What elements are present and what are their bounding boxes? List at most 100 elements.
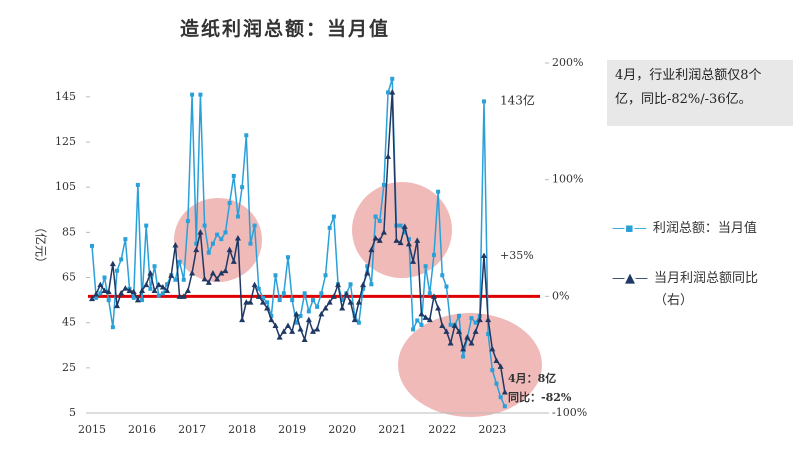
- marker: [418, 310, 425, 317]
- marker: [247, 299, 254, 305]
- marker: [386, 90, 391, 95]
- marker: [231, 173, 236, 178]
- marker: [455, 328, 462, 334]
- marker: [397, 239, 404, 246]
- y-tick-label: 25: [62, 361, 76, 374]
- marker: [215, 232, 220, 237]
- marker: [494, 381, 499, 386]
- marker: [152, 264, 157, 269]
- marker: [440, 273, 445, 278]
- marker: [147, 270, 154, 276]
- legend-label: 利润总额：当月值: [652, 221, 757, 236]
- marker: [426, 316, 433, 323]
- marker: [411, 327, 416, 332]
- highlight: [352, 182, 452, 278]
- marker: [277, 298, 282, 303]
- marker: [311, 298, 316, 303]
- marker: [248, 241, 253, 246]
- marker: [210, 241, 215, 246]
- marker: [114, 302, 121, 309]
- marker: [109, 260, 116, 267]
- marker: [473, 320, 478, 325]
- marker: [90, 243, 94, 248]
- marker: [373, 214, 378, 219]
- marker: [123, 237, 128, 242]
- marker: [197, 229, 204, 235]
- marker: [131, 295, 136, 300]
- marker: [501, 389, 508, 395]
- marker: [260, 295, 265, 300]
- marker: [486, 331, 491, 336]
- marker: [172, 242, 179, 248]
- marker: [493, 357, 500, 363]
- marker: [348, 282, 353, 287]
- marker: [306, 309, 311, 314]
- marker: [118, 289, 125, 296]
- marker: [181, 277, 186, 282]
- marker: [469, 316, 474, 321]
- marker: [259, 299, 266, 305]
- marker: [156, 293, 161, 298]
- legend-key: —▲—: [612, 271, 648, 286]
- marker: [305, 316, 312, 323]
- highlight: [398, 313, 542, 417]
- marker: [368, 246, 375, 253]
- marker: [430, 293, 437, 299]
- marker: [176, 293, 183, 299]
- marker: [209, 270, 216, 276]
- marker: [447, 340, 454, 346]
- marker: [264, 305, 271, 311]
- marker: [435, 305, 442, 311]
- marker: [110, 325, 115, 330]
- marker: [94, 295, 99, 300]
- marker: [489, 345, 496, 352]
- marker: [439, 322, 446, 328]
- marker: [376, 237, 383, 243]
- marker: [230, 258, 237, 264]
- marker: [268, 316, 275, 323]
- marker: [322, 305, 329, 311]
- marker: [126, 287, 133, 293]
- marker: [255, 293, 262, 299]
- marker: [144, 223, 149, 228]
- marker: [352, 313, 357, 318]
- y2-tick-label: -100%: [552, 406, 587, 419]
- marker: [140, 298, 145, 303]
- marker: [101, 287, 108, 293]
- y-axis-label: （亿元）: [34, 221, 49, 269]
- marker: [456, 313, 461, 318]
- x-tick-label: 2016: [128, 423, 156, 436]
- marker: [214, 275, 221, 282]
- marker: [314, 326, 321, 332]
- marker: [98, 291, 103, 296]
- legend-item: —▲— 当月利润总额同比（右）: [612, 268, 792, 312]
- marker: [476, 316, 483, 323]
- marker: [451, 322, 458, 328]
- marker: [194, 241, 199, 246]
- marker: [423, 264, 428, 269]
- marker: [468, 340, 475, 346]
- y-tick-label: 45: [62, 316, 76, 329]
- marker: [360, 281, 367, 288]
- marker: [239, 316, 246, 323]
- marker: [240, 185, 245, 190]
- x-tick-label: 2022: [428, 423, 456, 436]
- marker: [168, 272, 175, 278]
- marker: [297, 326, 304, 332]
- marker: [422, 314, 429, 320]
- marker: [119, 257, 124, 262]
- marker: [173, 277, 178, 282]
- marker: [284, 322, 291, 328]
- marker: [461, 354, 466, 359]
- marker: [356, 320, 361, 325]
- marker: [393, 237, 400, 243]
- marker: [155, 281, 162, 288]
- marker: [485, 316, 492, 323]
- marker: [415, 318, 420, 323]
- marker: [244, 133, 249, 138]
- marker: [361, 286, 366, 291]
- marker: [205, 279, 212, 285]
- marker: [385, 153, 392, 159]
